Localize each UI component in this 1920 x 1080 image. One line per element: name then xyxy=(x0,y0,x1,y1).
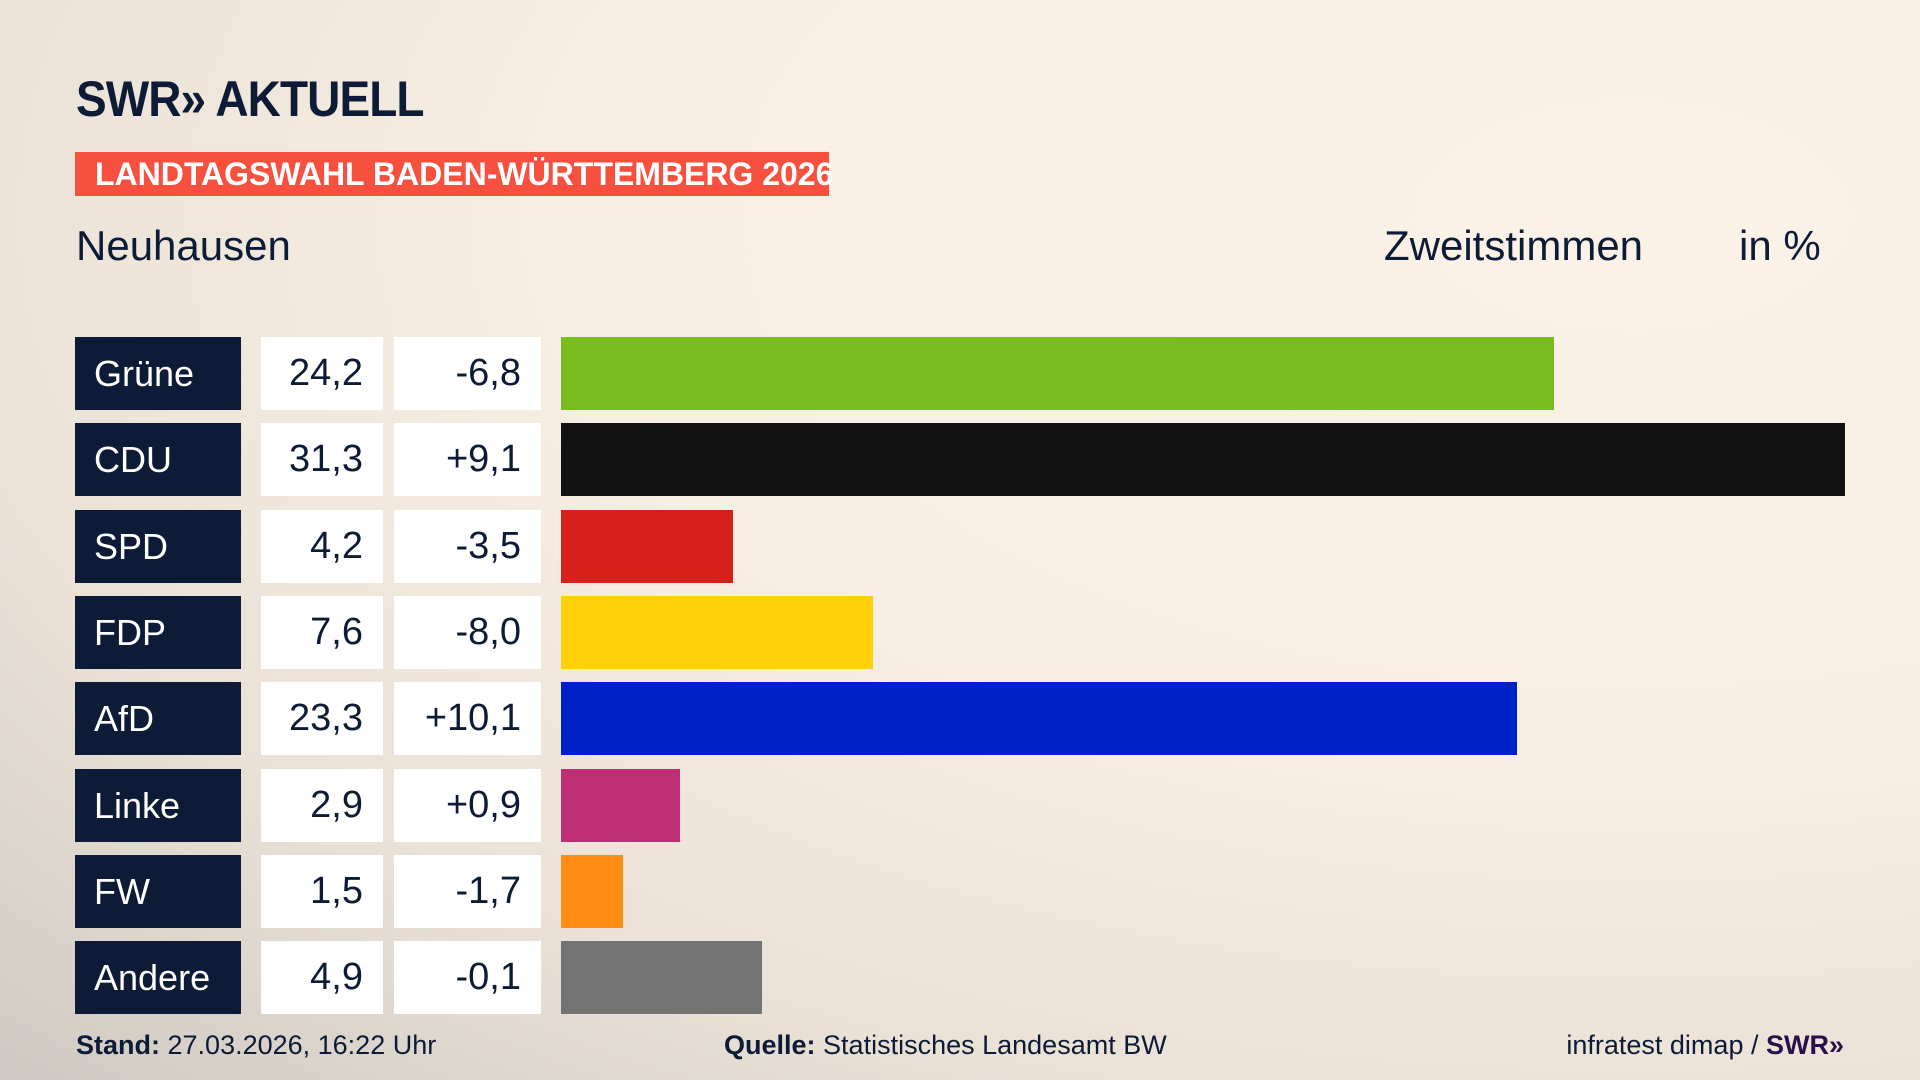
timestamp: Stand: 27.03.2026, 16:22 Uhr xyxy=(76,1030,436,1061)
value-label: 23,3 xyxy=(261,682,383,756)
party-label: FW xyxy=(75,854,241,928)
party-label: Linke xyxy=(75,768,241,842)
stand-label: Stand: xyxy=(76,1030,160,1060)
swr-logo: SWR» xyxy=(1765,1030,1844,1060)
diff-label: -8,0 xyxy=(394,595,541,669)
value-label: 31,3 xyxy=(261,423,383,497)
party-label: CDU xyxy=(75,423,241,497)
place-title: Neuhausen xyxy=(76,222,291,269)
bar xyxy=(561,509,734,583)
value-label: 2,9 xyxy=(261,768,383,842)
diff-label: -6,8 xyxy=(394,337,541,410)
bar xyxy=(561,423,1845,497)
diff-label: +0,9 xyxy=(394,768,541,842)
source: Quelle: Statistisches Landesamt BW xyxy=(724,1030,1167,1061)
bar xyxy=(561,337,1554,410)
diff-label: +9,1 xyxy=(394,423,541,497)
value-label: 24,2 xyxy=(261,337,383,410)
value-label: 7,6 xyxy=(261,595,383,669)
source-value: Statistisches Landesamt BW xyxy=(823,1030,1167,1060)
party-row: Andere 4,9 -0,1 xyxy=(0,941,1920,1015)
stand-value: 27.03.2026, 16:22 Uhr xyxy=(167,1030,437,1060)
bar xyxy=(561,768,680,842)
bar xyxy=(561,941,762,1015)
election-banner: LANDTAGSWAHL BADEN-WÜRTTEMBERG 2026 xyxy=(75,152,833,196)
party-label: Grüne xyxy=(75,337,241,410)
party-row: Grüne 24,2 -6,8 xyxy=(0,337,1920,410)
party-label: SPD xyxy=(75,509,241,583)
bar xyxy=(561,682,1517,756)
bar xyxy=(561,595,873,669)
credit-text: infratest dimap / xyxy=(1566,1030,1759,1060)
party-label: Andere xyxy=(75,941,241,1015)
party-row: FW 1,5 -1,7 xyxy=(0,854,1920,928)
party-row: SPD 4,2 -3,5 xyxy=(0,509,1920,583)
party-row: AfD 23,3 +10,1 xyxy=(0,682,1920,756)
value-label: 1,5 xyxy=(261,854,383,928)
diff-label: -1,7 xyxy=(394,854,541,928)
party-row: CDU 31,3 +9,1 xyxy=(0,423,1920,497)
value-label: 4,2 xyxy=(261,509,383,583)
party-label: FDP xyxy=(75,595,241,669)
diff-label: -0,1 xyxy=(394,941,541,1015)
party-row: Linke 2,9 +0,9 xyxy=(0,768,1920,842)
diff-label: -3,5 xyxy=(394,509,541,583)
diff-label: +10,1 xyxy=(394,682,541,756)
metric-label: Zweitstimmen xyxy=(1384,222,1644,269)
party-label: AfD xyxy=(75,682,241,756)
party-row: FDP 7,6 -8,0 xyxy=(0,595,1920,669)
unit-label: in % xyxy=(1739,222,1821,269)
credit: infratest dimap / SWR» xyxy=(1566,1030,1844,1061)
swr-aktuell-logo: SWR» AKTUELL xyxy=(76,71,424,127)
value-label: 4,9 xyxy=(261,941,383,1015)
source-label: Quelle: xyxy=(724,1030,816,1060)
bar xyxy=(561,854,623,928)
